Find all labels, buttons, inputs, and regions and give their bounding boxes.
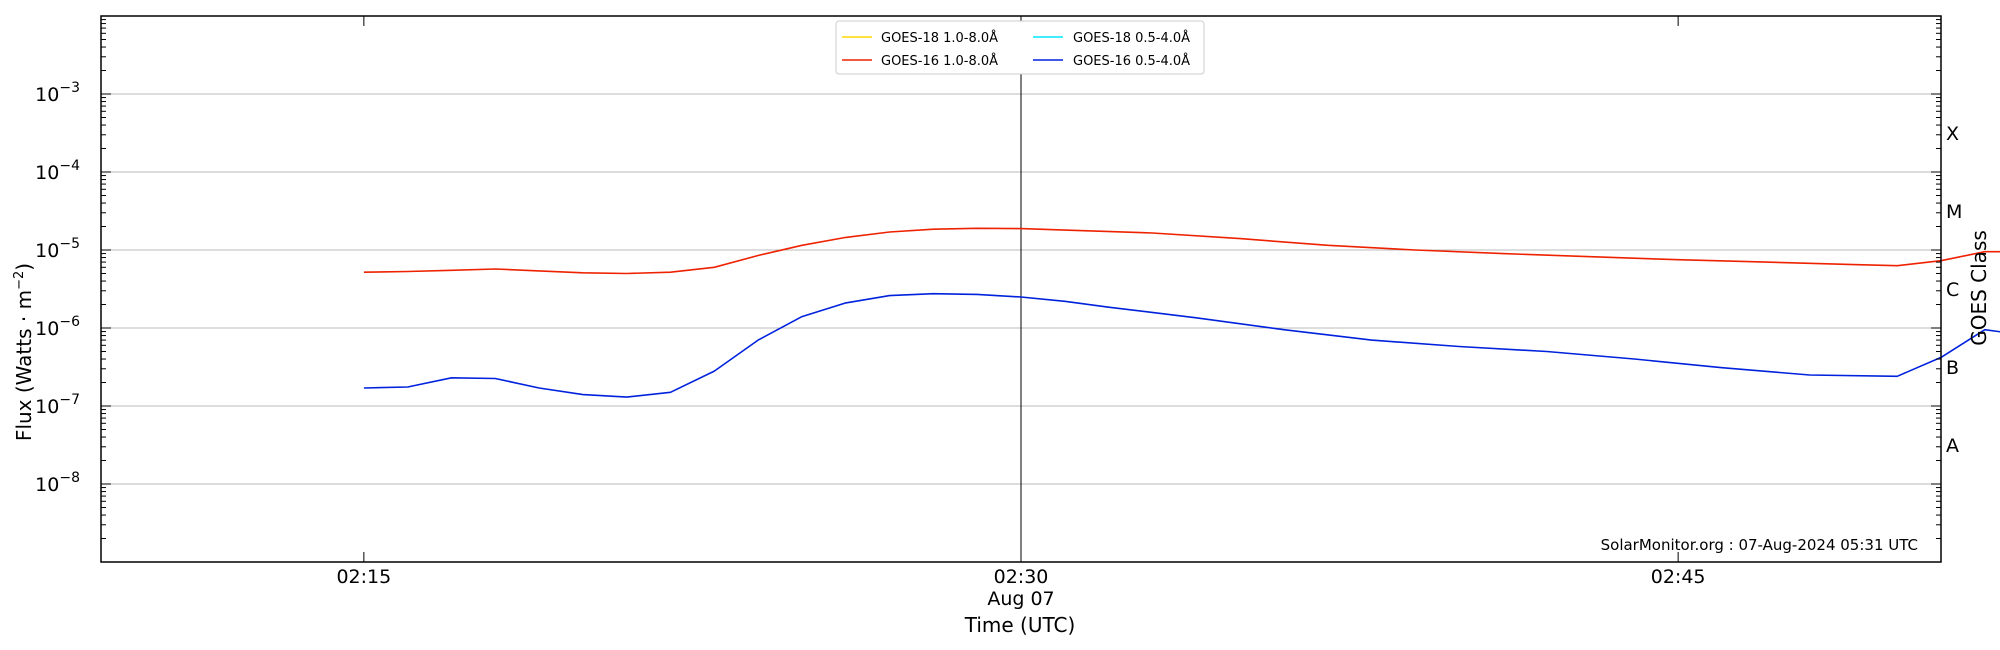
y-tick-label: 10−5 xyxy=(35,236,80,262)
date-marker-lines xyxy=(1020,16,1022,562)
y-tick-label: 10−6 xyxy=(35,314,80,340)
y-tick-label: 10−7 xyxy=(35,392,80,418)
y-tick-label: 10−3 xyxy=(35,80,80,106)
x-tick-time-label: 02:30 xyxy=(994,566,1049,588)
goes-class-label: M xyxy=(1946,201,1962,223)
chart-legend: GOES-18 1.0-8.0Å GOES-18 0.5-4.0Å GOES-1… xyxy=(835,20,1205,75)
legend-label-goes16-short: GOES-16 0.5-4.0Å xyxy=(1073,53,1190,69)
goes-class-axis-label: GOES Class xyxy=(1967,230,1991,346)
solarmonitor-credit: SolarMonitor.org : 07-Aug-2024 05:31 UTC xyxy=(1601,536,1918,554)
legend-label-goes16-long: GOES-16 1.0-8.0Å xyxy=(881,53,998,69)
y-tick-labels: 10−3 10−4 10−5 10−6 10−7 10−8 xyxy=(35,80,80,496)
y-axis-label: Flux (Watts · m−2) xyxy=(12,263,36,441)
goes-class-label: B xyxy=(1946,357,1959,379)
x-tick-time-label: 02:45 xyxy=(1651,566,1706,588)
goes-class-label: X xyxy=(1946,123,1959,145)
series-line-2 xyxy=(363,292,2000,398)
y-tick-label: 10−8 xyxy=(35,470,80,496)
goes-class-labels: X M C B A xyxy=(1946,123,1962,457)
x-tick-date-label: Aug 07 xyxy=(987,588,1054,610)
series-layer xyxy=(363,227,2000,398)
y-tick-label: 10−4 xyxy=(35,158,80,184)
legend-label-goes18-short: GOES-18 0.5-4.0Å xyxy=(1073,30,1190,46)
series-line-1 xyxy=(363,227,2000,275)
legend-label-goes18-long: GOES-18 1.0-8.0Å xyxy=(881,30,998,46)
legend-box xyxy=(835,20,1205,75)
goes-class-label: A xyxy=(1946,435,1959,457)
goes-class-label: C xyxy=(1946,279,1959,301)
x-tick-time-label: 02:15 xyxy=(336,566,391,588)
x-axis-label: Time (UTC) xyxy=(964,613,1076,637)
